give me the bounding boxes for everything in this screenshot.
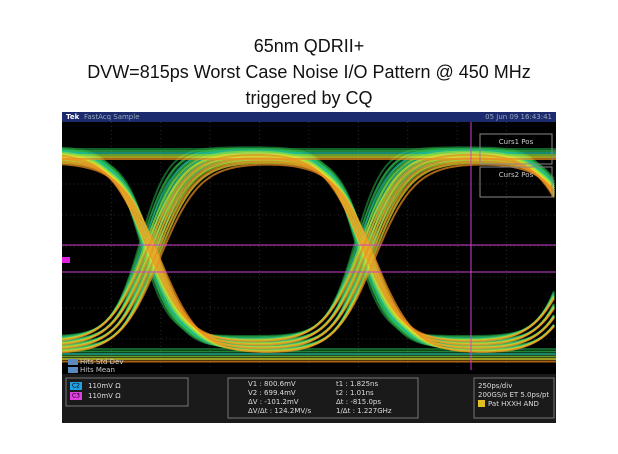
cursor-readout: Δt : -815.0ps xyxy=(336,398,381,406)
stat-tag xyxy=(68,367,78,373)
channel-id: C3 xyxy=(72,393,80,400)
stat-label: Hits Std Dev xyxy=(80,358,124,366)
stat-tag xyxy=(68,359,78,365)
mode: FastAcq Sample xyxy=(84,113,140,121)
cursor-readout: ΔV/Δt : 124.2MV/s xyxy=(248,407,312,415)
channel-id: C2 xyxy=(72,383,80,390)
channel-setting: 110mV Ω xyxy=(88,382,121,390)
cursor-label: Curs1 Pos xyxy=(499,138,534,146)
cursor-readout: t2 : 1.01ns xyxy=(336,389,374,397)
channel-setting: 110mV Ω xyxy=(88,392,121,400)
cursor-readout: V2 : 699.4mV xyxy=(248,389,296,397)
trigger: Pat HXXH AND xyxy=(488,400,539,408)
cursor-readout: V1 : 800.6mV xyxy=(248,380,296,388)
cursor-readout: t1 : 1.825ns xyxy=(336,380,378,388)
channel-marker xyxy=(62,257,70,263)
cursor-readout: ΔV : -101.2mV xyxy=(248,398,299,406)
timestamp: 05 Jun 09 16:43:41 xyxy=(485,113,552,121)
trigger-tag xyxy=(478,400,485,407)
slide: 65nm QDRII+ DVW=815ps Worst Case Noise I… xyxy=(0,0,618,454)
stat-label: Hits Mean xyxy=(80,366,115,374)
timebase: 250ps/div xyxy=(478,382,512,390)
brand: Tek xyxy=(66,113,80,121)
cursor-readout: 1/Δt : 1.227GHz xyxy=(336,407,392,415)
oscilloscope-screenshot: Tek FastAcq Sample 05 Jun 09 16:43:41 Cu… xyxy=(0,0,618,454)
cursor-label: Curs2 Pos xyxy=(499,171,534,179)
timebase: 200GS/s ET 5.0ps/pt xyxy=(478,391,549,399)
